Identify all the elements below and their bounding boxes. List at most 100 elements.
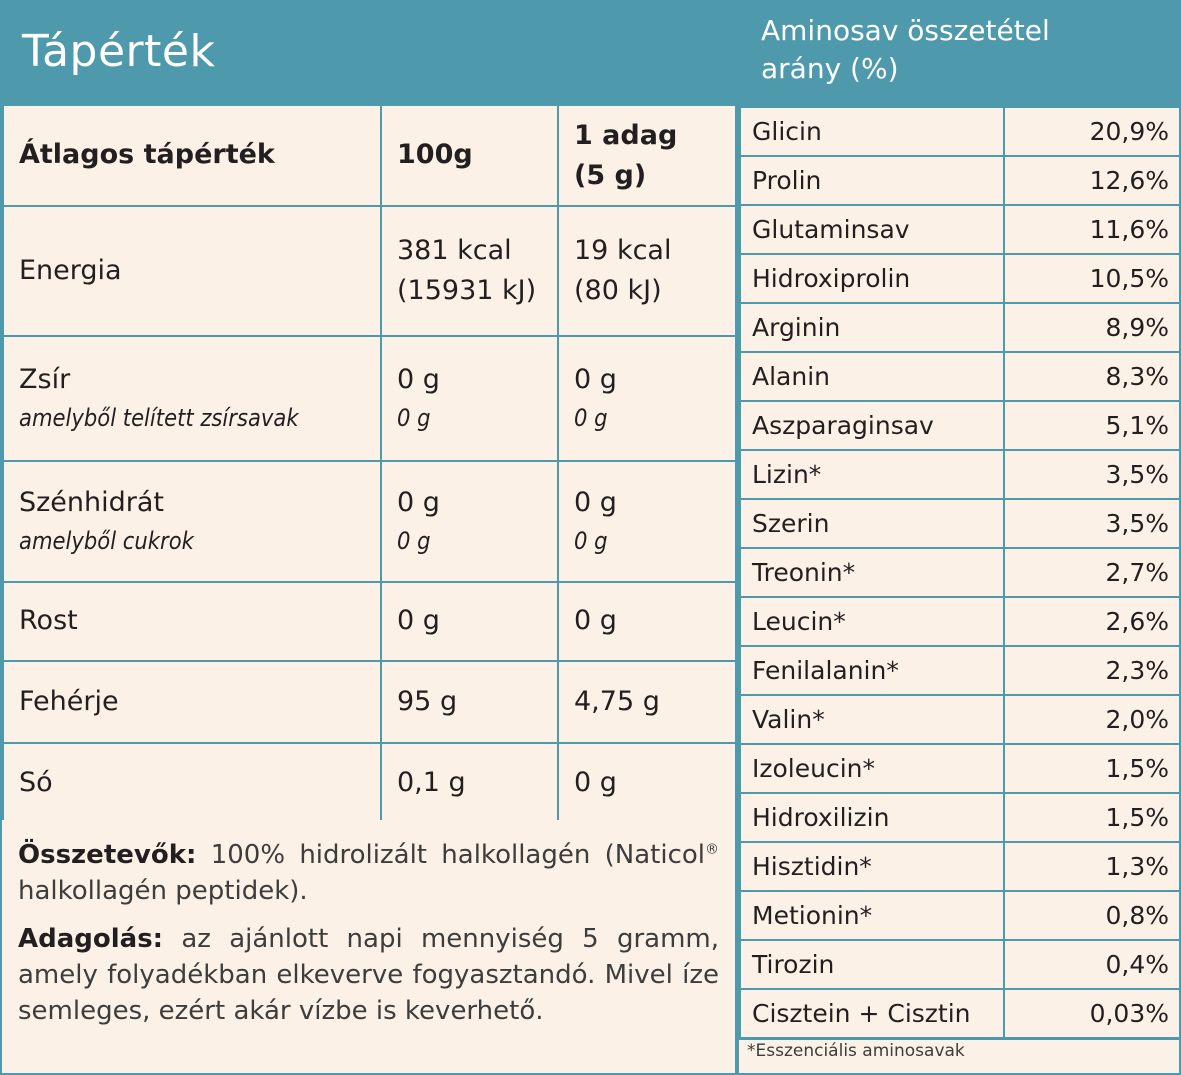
amino-acid-value: 10,5% (1003, 253, 1181, 304)
table-row: Hidroxilizin 1,5% (739, 792, 1181, 843)
amino-acid-table: Glicin 20,9% Prolin 12,6% Glutaminsav 11,6% Hi… (739, 106, 1181, 1039)
amino-acid-name: Valin* (739, 694, 1005, 745)
row-label: Fehérje (2, 660, 382, 744)
value-kcal: 19 kcal (574, 234, 672, 266)
value-100g: 0 g (380, 581, 559, 662)
row-label: Szénhidrát amelyből cukrok (2, 460, 382, 583)
row-label: Energia (2, 205, 382, 337)
serving-header-line2: (5 g) (574, 159, 647, 191)
row-label-main: Szénhidrát (19, 486, 165, 518)
value-100g: 0,1 g (380, 742, 559, 824)
dosage-label: Adagolás: (18, 923, 164, 954)
table-row-so: Só 0,1 g 0 g (2, 742, 737, 824)
value-100g: 95 g (380, 660, 559, 744)
value-kj: (80 kJ) (574, 275, 662, 306)
value-sub: 0 g (574, 404, 608, 433)
value-sub: 0 g (397, 527, 431, 556)
amino-acid-name: Lizin* (739, 449, 1005, 500)
table-row: Cisztein + Cisztin 0,03% (739, 988, 1181, 1039)
amino-acid-value: 3,5% (1003, 449, 1181, 500)
row-sublabel: amelyből telített zsírsavak (19, 404, 299, 433)
row-label: Rost (2, 581, 382, 662)
table-row-feherje: Fehérje 95 g 4,75 g (2, 660, 737, 744)
table-row-zsir: Zsír amelyből telített zsírsavak 0 g 0 g… (2, 335, 737, 462)
amino-title-line1: Aminosav összetétel (761, 14, 1050, 47)
table-row: Glicin 20,9% (739, 106, 1181, 157)
table-row: Fenilalanin* 2,3% (739, 645, 1181, 696)
table-row: Szerin 3,5% (739, 498, 1181, 549)
amino-acid-name: Leucin* (739, 596, 1005, 647)
amino-acid-value: 2,7% (1003, 547, 1181, 598)
value-serving: 0 g (557, 581, 737, 662)
amino-acid-value: 1,3% (1003, 841, 1181, 892)
ingredients-label: Összetevők: (18, 840, 197, 870)
amino-acid-name: Alanin (739, 351, 1005, 402)
value-100g: 0 g 0 g (380, 460, 559, 583)
table-row: Valin* 2,0% (739, 694, 1181, 745)
table-row: Leucin* 2,6% (739, 596, 1181, 647)
value-kcal: 381 kcal (397, 234, 512, 266)
dosage-body: az ajánlott napi mennyiség 5 gramm, amel… (18, 923, 719, 1026)
amino-acid-value: 20,9% (1003, 106, 1181, 157)
value-kj: (15931 kJ) (397, 275, 537, 306)
amino-acid-value: 2,3% (1003, 645, 1181, 696)
amino-acid-name: Glicin (739, 106, 1005, 157)
amino-acid-value: 3,5% (1003, 498, 1181, 549)
column-header-serving: 1 adag (5 g) (557, 104, 737, 207)
column-header-label: Átlagos tápérték (2, 104, 382, 207)
value-serving: 0 g 0 g (557, 460, 737, 583)
table-row-energia: Energia 381 kcal (15931 kJ) 19 kcal (80 … (2, 205, 737, 337)
table-row: Prolin 12,6% (739, 155, 1181, 206)
table-row: Metionin* 0,8% (739, 890, 1181, 941)
table-row: Tirozin 0,4% (739, 939, 1181, 990)
nutrition-table: Átlagos tápérték 100g 1 adag (5 g) Energ… (2, 104, 737, 824)
table-row: Treonin* 2,7% (739, 547, 1181, 598)
amino-acid-value: 8,9% (1003, 302, 1181, 353)
row-label: Zsír amelyből telített zsírsavak (2, 335, 382, 462)
amino-acid-name: Hidroxiprolin (739, 253, 1005, 304)
table-row: Hisztidin* 1,3% (739, 841, 1181, 892)
amino-acid-value: 0,4% (1003, 939, 1181, 990)
row-label-main: Zsír (19, 363, 71, 395)
amino-acid-value: 8,3% (1003, 351, 1181, 402)
value-main: 0 g (397, 486, 440, 518)
nutrition-header-row: Átlagos tápérték 100g 1 adag (5 g) (2, 104, 737, 207)
amino-acid-value: 12,6% (1003, 155, 1181, 206)
amino-acid-name: Hisztidin* (739, 841, 1005, 892)
table-row: Alanin 8,3% (739, 351, 1181, 402)
amino-acid-name: Arginin (739, 302, 1005, 353)
amino-acid-value: 2,0% (1003, 694, 1181, 745)
table-row: Glutaminsav 11,6% (739, 204, 1181, 255)
nutrition-title: Tápérték (0, 0, 736, 104)
amino-acid-name: Szerin (739, 498, 1005, 549)
row-sublabel: amelyből cukrok (19, 527, 194, 556)
value-serving: 0 g (557, 742, 737, 824)
amino-acid-value: 1,5% (1003, 743, 1181, 794)
row-label: Só (2, 742, 382, 824)
value-serving: 4,75 g (557, 660, 737, 744)
amino-acid-value: 5,1% (1003, 400, 1181, 451)
essential-footnote: *Esszenciális aminosavak (739, 1040, 1179, 1073)
amino-acid-name: Glutaminsav (739, 204, 1005, 255)
value-serving: 0 g 0 g (557, 335, 737, 462)
value-sub: 0 g (397, 404, 431, 433)
value-main: 0 g (574, 486, 617, 518)
value-100g: 381 kcal (15931 kJ) (380, 205, 559, 337)
amino-acid-name: Aszparaginsav (739, 400, 1005, 451)
amino-acid-value: 1,5% (1003, 792, 1181, 843)
amino-acid-title: Aminosav összetétel arány (%) (739, 0, 1181, 106)
table-row: Izoleucin* 1,5% (739, 743, 1181, 794)
value-main: 0 g (574, 363, 617, 395)
amino-acid-value: 11,6% (1003, 204, 1181, 255)
amino-acid-value: 0,8% (1003, 890, 1181, 941)
serving-header-line1: 1 adag (574, 120, 678, 152)
value-main: 0 g (397, 363, 440, 395)
column-header-100g: 100g (380, 104, 559, 207)
table-row: Lizin* 3,5% (739, 449, 1181, 500)
value-serving: 19 kcal (80 kJ) (557, 205, 737, 337)
table-row: Aszparaginsav 5,1% (739, 400, 1181, 451)
dosage-text: Adagolás: az ajánlott napi mennyiség 5 g… (18, 922, 719, 1030)
ingredients-body-2: halkollagén peptidek). (18, 875, 308, 906)
table-row: Arginin 8,9% (739, 302, 1181, 353)
amino-acid-name: Metionin* (739, 890, 1005, 941)
